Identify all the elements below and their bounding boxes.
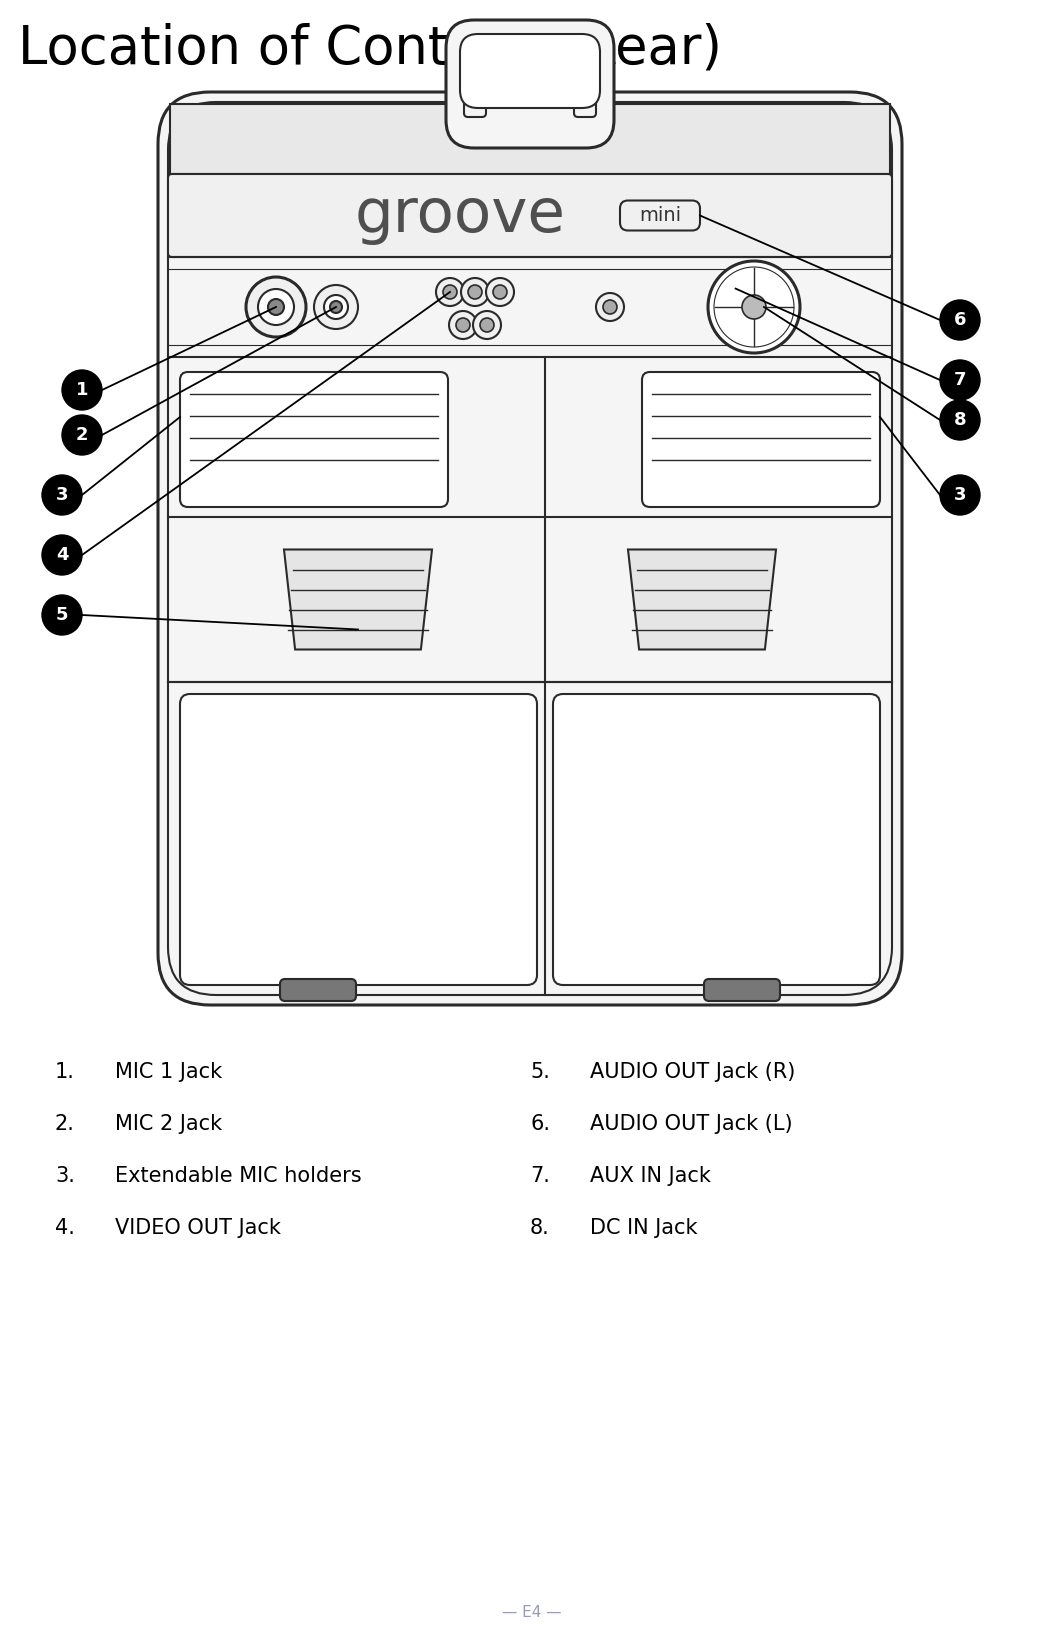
Text: 1: 1 (76, 381, 88, 399)
Circle shape (330, 301, 342, 314)
Circle shape (473, 311, 501, 338)
Text: AUX IN Jack: AUX IN Jack (591, 1167, 711, 1186)
Text: 2: 2 (76, 426, 88, 444)
Circle shape (940, 360, 980, 399)
Text: 1.: 1. (55, 1061, 74, 1083)
Text: 3: 3 (953, 486, 966, 504)
Text: 6.: 6. (530, 1114, 550, 1134)
Circle shape (480, 319, 494, 332)
Text: 7.: 7. (530, 1167, 550, 1186)
Circle shape (62, 370, 102, 411)
Circle shape (596, 292, 624, 320)
Circle shape (468, 284, 482, 299)
Polygon shape (170, 104, 890, 174)
FancyBboxPatch shape (280, 979, 356, 1001)
Circle shape (325, 296, 348, 319)
Text: 3: 3 (55, 486, 68, 504)
FancyBboxPatch shape (157, 92, 902, 1006)
Text: 7: 7 (953, 371, 966, 389)
Circle shape (486, 278, 514, 306)
FancyBboxPatch shape (553, 693, 880, 986)
FancyBboxPatch shape (460, 35, 600, 108)
Circle shape (940, 301, 980, 340)
Text: VIDEO OUT Jack: VIDEO OUT Jack (115, 1217, 281, 1237)
Circle shape (940, 475, 980, 514)
FancyBboxPatch shape (464, 87, 486, 117)
Circle shape (708, 261, 800, 353)
Text: AUDIO OUT Jack (R): AUDIO OUT Jack (R) (591, 1061, 796, 1083)
Text: MIC 1 Jack: MIC 1 Jack (115, 1061, 222, 1083)
Text: — E4 —: — E4 — (502, 1605, 562, 1620)
Text: 3.: 3. (55, 1167, 74, 1186)
Text: 6: 6 (953, 311, 966, 329)
Circle shape (493, 284, 508, 299)
FancyBboxPatch shape (168, 174, 892, 256)
Circle shape (41, 475, 82, 514)
Text: 4: 4 (55, 545, 68, 564)
Circle shape (268, 299, 284, 315)
FancyBboxPatch shape (180, 693, 537, 986)
Circle shape (940, 399, 980, 440)
Circle shape (436, 278, 464, 306)
FancyBboxPatch shape (573, 87, 596, 117)
FancyBboxPatch shape (446, 20, 614, 148)
Circle shape (246, 278, 306, 337)
Text: Location of Controls (Rear): Location of Controls (Rear) (18, 21, 722, 74)
FancyBboxPatch shape (642, 371, 880, 508)
Circle shape (62, 416, 102, 455)
FancyBboxPatch shape (180, 371, 448, 508)
Circle shape (41, 536, 82, 575)
Text: 5: 5 (55, 606, 68, 624)
Circle shape (449, 311, 477, 338)
Text: 5.: 5. (530, 1061, 550, 1083)
Text: MIC 2 Jack: MIC 2 Jack (115, 1114, 222, 1134)
Polygon shape (284, 549, 432, 649)
Circle shape (742, 296, 766, 319)
Text: 4.: 4. (55, 1217, 74, 1237)
FancyBboxPatch shape (704, 979, 780, 1001)
Circle shape (41, 595, 82, 634)
Text: 8.: 8. (530, 1217, 550, 1237)
Text: Extendable MIC holders: Extendable MIC holders (115, 1167, 362, 1186)
Text: groove: groove (354, 186, 565, 245)
Polygon shape (628, 549, 776, 649)
Text: 8: 8 (953, 411, 966, 429)
Text: mini: mini (639, 205, 681, 225)
Circle shape (461, 278, 489, 306)
Circle shape (257, 289, 294, 325)
Circle shape (314, 284, 358, 329)
Circle shape (443, 284, 458, 299)
Text: 2.: 2. (55, 1114, 74, 1134)
Text: DC IN Jack: DC IN Jack (591, 1217, 698, 1237)
Circle shape (603, 301, 617, 314)
Circle shape (456, 319, 470, 332)
Text: AUDIO OUT Jack (L): AUDIO OUT Jack (L) (591, 1114, 793, 1134)
